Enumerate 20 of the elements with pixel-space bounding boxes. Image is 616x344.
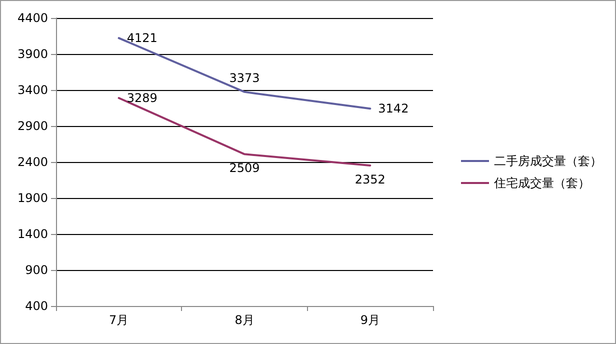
y-tick-label: 2400 (17, 155, 48, 169)
y-tick-label: 3400 (17, 83, 48, 97)
y-tick-label: 1400 (17, 227, 48, 241)
data-label: 3142 (378, 102, 409, 116)
data-label: 2352 (354, 172, 386, 186)
y-tick-label: 4400 (17, 11, 48, 25)
y-tick-label: 3900 (17, 47, 48, 61)
x-tick-label: 8月 (234, 313, 254, 327)
y-tick-label: 1900 (17, 191, 48, 205)
data-label: 2509 (229, 161, 260, 176)
y-tick-label: 400 (25, 299, 48, 313)
x-tick-label: 7月 (109, 313, 129, 327)
y-tick-label: 2900 (17, 119, 48, 133)
data-label: 3373 (229, 70, 260, 85)
data-label: 3289 (126, 90, 158, 105)
legend-label: 住宅成交量（套） (493, 176, 590, 190)
data-label: 4121 (126, 31, 158, 46)
x-tick-label: 9月 (360, 313, 380, 327)
y-tick-label: 900 (25, 263, 48, 277)
legend-label: 二手房成交量（套） (494, 154, 602, 168)
